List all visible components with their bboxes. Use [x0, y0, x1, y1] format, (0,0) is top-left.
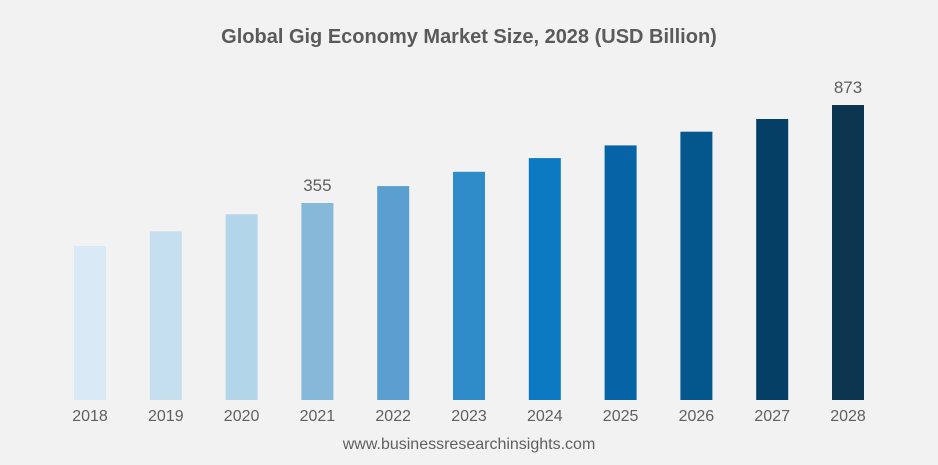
bar-2022 — [377, 186, 410, 400]
bar-2024 — [528, 158, 561, 400]
x-tick-label-2025: 2025 — [603, 408, 639, 425]
x-tick-label-2022: 2022 — [375, 408, 411, 425]
bar-2027 — [756, 119, 789, 400]
x-tick-label-2027: 2027 — [754, 408, 790, 425]
bar-2020 — [225, 214, 258, 400]
x-tick-label-2026: 2026 — [679, 408, 715, 425]
x-tick-label-2023: 2023 — [451, 408, 487, 425]
x-tick-label-2020: 2020 — [224, 408, 260, 425]
x-tick-label-2028: 2028 — [830, 408, 866, 425]
bar-2023 — [453, 171, 485, 400]
bar-2025 — [604, 145, 637, 400]
bar-2018 — [74, 246, 106, 400]
bar-2026 — [680, 131, 713, 400]
x-tick-label-2024: 2024 — [527, 408, 563, 425]
source-attribution: www.businessresearchinsights.com — [342, 436, 596, 453]
bar-2028 — [832, 105, 864, 400]
chart-title: Global Gig Economy Market Size, 2028 (US… — [221, 26, 717, 48]
bar-2019 — [149, 231, 182, 400]
x-tick-label-2018: 2018 — [72, 408, 108, 425]
bar-2021 — [301, 203, 334, 400]
data-label-2021: 355 — [303, 176, 331, 195]
data-label-2028: 873 — [834, 78, 862, 97]
x-tick-label-2021: 2021 — [300, 408, 336, 425]
x-tick-label-2019: 2019 — [148, 408, 184, 425]
